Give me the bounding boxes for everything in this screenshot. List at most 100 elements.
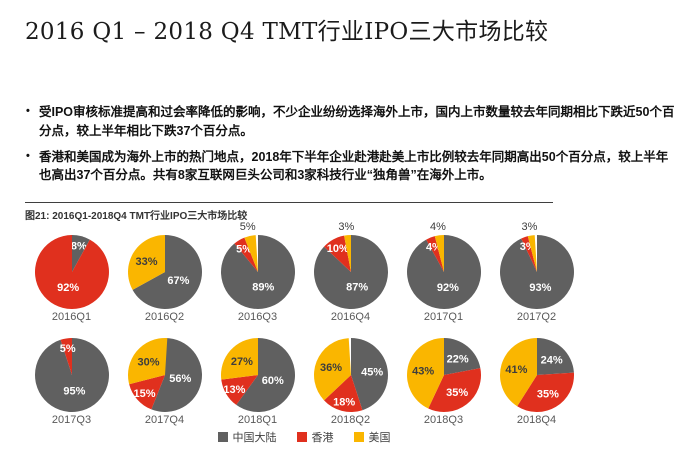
pie-svg: 93%3% — [499, 235, 574, 309]
pie-slice-中国大陆 — [71, 235, 90, 272]
quarter-label: 2017Q4 — [144, 414, 185, 426]
pie-slice-中国大陆 — [443, 338, 480, 375]
pie-chart-2018Q4: 24% 35% 41% 2018Q4 — [490, 324, 583, 427]
slice-value-label: 89% — [252, 282, 274, 294]
pie-slice-中国大陆 — [34, 338, 109, 412]
pie-slice-美国 — [499, 338, 537, 407]
pie-slice-香港 — [425, 236, 444, 272]
outside-value-label: 5% — [239, 221, 256, 233]
quarter-label: 2018Q3 — [423, 414, 464, 426]
pie-svg: 45% 18% 36% — [313, 338, 388, 412]
pie-slice-香港 — [516, 372, 574, 413]
pie-svg: 89%5% — [220, 235, 295, 309]
pie-slice-美国 — [527, 235, 537, 272]
slice-value-label: 13% — [223, 384, 245, 396]
pie-slice-中国大陆 — [499, 235, 574, 309]
legend-label: 香港 — [311, 432, 334, 444]
pie-svg: 8% 92% — [34, 234, 109, 309]
pie-slice-中国大陆 — [235, 338, 295, 412]
pie-slice-中国大陆 — [220, 235, 295, 309]
pie-slice-中国大陆 — [350, 338, 388, 411]
outside-value-label: 3% — [338, 221, 355, 233]
pie-slice-美国 — [343, 235, 351, 272]
slice-value-label: 67% — [167, 275, 189, 287]
pie-slice-中国大陆 — [150, 338, 202, 412]
outside-value-label — [211, 324, 304, 336]
outside-value-label: 3% — [521, 221, 538, 233]
legend-label: 美国 — [368, 432, 391, 444]
pie-chart-2018Q2: 45% 18% 36% 2018Q2 — [304, 324, 397, 427]
pie-slice-美国 — [127, 337, 167, 385]
pie-svg: 56% 15% 30% — [127, 337, 202, 412]
legend-swatch-icon — [217, 432, 228, 442]
bullet-item: • 香港和美国成为海外上市的热门地点，2018年下半年企业赴港赴美上市比例较去年同… — [25, 148, 680, 186]
legend-item-美国: 美国 — [353, 429, 391, 445]
pie-svg: 95% 5% — [34, 338, 109, 412]
slice-value-label: 5% — [59, 343, 75, 355]
bullet-text: 受IPO审核标准提高和过会率降低的影响，不少企业纷纷选择海外上市，国内上市数量较… — [39, 105, 675, 138]
bullet-icon: • — [26, 149, 30, 162]
slice-value-label: 87% — [346, 281, 368, 293]
pie-slice-美国 — [406, 338, 444, 409]
quarter-label: 2017Q1 — [423, 311, 464, 323]
pie-slice-美国 — [243, 235, 258, 272]
quarter-label: 2016Q3 — [237, 311, 278, 323]
pie-slice-美国 — [313, 338, 351, 401]
slice-value-label: 27% — [230, 356, 252, 368]
slice-value-label: 92% — [57, 282, 79, 294]
pie-slice-香港 — [427, 368, 481, 412]
quarter-label: 2016Q4 — [330, 311, 371, 323]
page-title: 2016 Q1 – 2018 Q4 TMT行业IPO三大市场比较 — [25, 19, 549, 45]
outside-value-label — [118, 324, 211, 336]
pie-chart-grid: 8% 92% 2016Q1 67% 33% 2016Q2 5% 89% 5% 2016Q3 3% 87… — [25, 221, 583, 427]
slice-value-label: 18% — [333, 397, 355, 409]
pie-slice-香港 — [60, 338, 72, 375]
bullet-list: • 受IPO审核标准提高和过会率降低的影响，不少企业纷纷选择海外上市，国内上市数量… — [25, 103, 680, 192]
bullet-text: 香港和美国成为海外上市的热门地点，2018年下半年企业赴港赴美上市比例较去年同期… — [39, 149, 669, 183]
pie-slice-香港 — [220, 375, 258, 405]
pie-slice-香港 — [233, 237, 258, 272]
pie-svg: 87% 10% — [313, 235, 388, 309]
slice-value-label: 36% — [319, 362, 341, 374]
outside-value-label — [490, 324, 583, 336]
slice-value-label: 8% — [70, 241, 86, 253]
pie-chart-2018Q3: 22% 35% 43% 2018Q3 — [397, 324, 490, 427]
slice-value-label: 10% — [326, 243, 348, 255]
pie-chart-2016Q1: 8% 92% 2016Q1 — [25, 221, 118, 324]
pie-chart-2016Q3: 5% 89% 5% 2016Q3 — [211, 221, 304, 324]
pie-slice-香港 — [128, 375, 165, 410]
chart-legend: 中国大陆 香港 美国 — [25, 429, 583, 445]
legend-swatch-icon — [353, 432, 364, 442]
pie-svg: 67% 33% — [127, 235, 202, 309]
bullet-icon: • — [26, 105, 30, 117]
quarter-label: 2016Q2 — [144, 311, 185, 323]
outside-value-label: 4% — [429, 221, 446, 233]
slice-value-label: 60% — [261, 375, 283, 387]
quarter-label: 2018Q4 — [516, 414, 557, 426]
pie-slice-香港 — [34, 234, 109, 309]
pie-svg: 92%4% — [406, 235, 481, 309]
pie-slice-香港 — [520, 236, 537, 272]
pie-slice-中国大陆 — [313, 235, 388, 309]
slice-value-label: 93% — [529, 282, 551, 294]
slice-value-label: 95% — [63, 385, 85, 397]
pie-chart-2017Q3: 95% 5% 2017Q3 — [25, 324, 118, 427]
legend-item-中国大陆: 中国大陆 — [217, 429, 277, 445]
pie-chart-2016Q2: 67% 33% 2016Q2 — [118, 221, 211, 324]
pie-slice-中国大陆 — [406, 235, 481, 309]
slice-value-label: 35% — [446, 387, 468, 399]
slice-value-label: 41% — [505, 364, 527, 376]
pie-svg: 60% 13% 27% — [220, 338, 295, 412]
quarter-label: 2018Q1 — [237, 414, 278, 426]
legend-item-香港: 香港 — [296, 429, 334, 445]
pie-chart-2017Q4: 56% 15% 30% 2017Q4 — [118, 324, 211, 427]
pie-slice-美国 — [220, 338, 258, 380]
pie-slice-中国大陆 — [132, 235, 202, 309]
pie-svg: 24% 35% 41% — [499, 338, 574, 413]
outside-value-label — [25, 221, 118, 233]
pie-chart-2016Q4: 3% 87% 10% 2016Q4 — [304, 221, 397, 324]
bullet-item: • 受IPO审核标准提高和过会率降低的影响，不少企业纷纷选择海外上市，国内上市数量… — [25, 103, 680, 141]
slice-value-label: 22% — [446, 354, 468, 366]
slice-value-label: 30% — [137, 356, 159, 368]
slice-value-label: 24% — [540, 354, 562, 366]
